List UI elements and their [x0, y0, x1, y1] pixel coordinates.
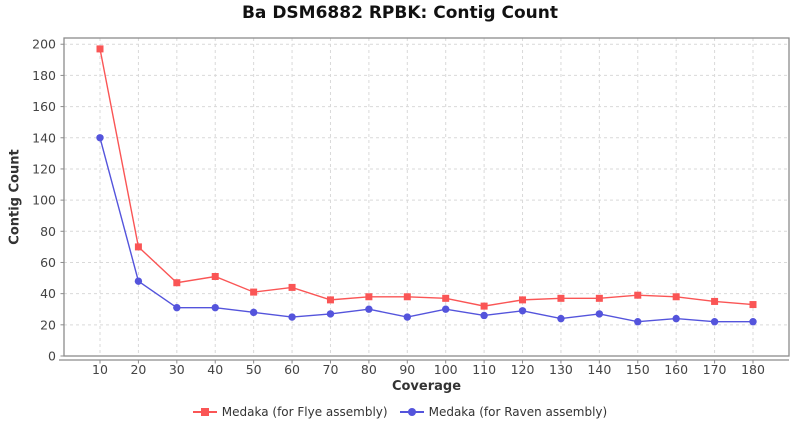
legend: Medaka (for Flye assembly) Medaka (for R…: [0, 403, 800, 421]
data-point: [96, 45, 104, 53]
data-point: [595, 294, 603, 302]
data-point: [595, 310, 604, 318]
data-point: [365, 293, 373, 301]
data-point: [634, 291, 642, 299]
x-tick-label: 70: [323, 362, 339, 377]
x-tick-label: 130: [549, 362, 573, 377]
legend-item-flye: Medaka (for Flye assembly): [192, 405, 388, 419]
data-point: [96, 134, 104, 142]
data-point: [211, 273, 219, 280]
data-point: [442, 294, 450, 302]
data-point: [749, 318, 757, 326]
data-point: [518, 307, 527, 315]
plot-border: [63, 37, 790, 357]
x-tick-label: 110: [472, 362, 496, 377]
data-point: [403, 293, 411, 301]
data-point: [211, 303, 219, 312]
data-point: [365, 305, 373, 313]
y-tick-label: 200: [32, 37, 56, 52]
y-axis-label: Contig Count: [7, 149, 23, 245]
data-point: [403, 313, 411, 321]
legend-swatch-flye: [192, 406, 217, 418]
square-marker-icon: [200, 408, 209, 416]
data-point: [326, 310, 335, 318]
x-tick-label: 90: [399, 362, 415, 377]
data-point: [249, 308, 258, 317]
x-tick-label: 100: [434, 362, 458, 377]
y-tick-label: 180: [32, 68, 56, 83]
data-point: [288, 313, 296, 321]
data-point: [519, 296, 527, 304]
series-line: [99, 137, 753, 323]
data-point: [442, 305, 450, 313]
x-axis-label: Coverage: [391, 379, 462, 394]
data-point: [288, 283, 296, 291]
data-point: [749, 301, 757, 309]
data-point: [173, 303, 181, 312]
legend-item-raven: Medaka (for Raven assembly): [399, 405, 608, 419]
y-tick-label: 120: [32, 161, 56, 176]
data-point: [326, 296, 334, 304]
x-tick-label: 30: [169, 362, 185, 377]
x-tick-label: 40: [207, 362, 223, 377]
y-tick-label: 140: [32, 130, 56, 145]
data-point: [557, 294, 565, 302]
y-tick-label: 40: [40, 286, 56, 301]
x-tick-label: 60: [284, 362, 300, 377]
x-tick-label: 20: [130, 362, 146, 377]
y-tick-label: 60: [40, 255, 56, 270]
data-point: [672, 293, 680, 301]
series-line: [99, 48, 754, 307]
data-point: [173, 279, 181, 287]
data-point: [710, 318, 719, 326]
x-tick-label: 150: [626, 362, 650, 377]
x-tick-label: 170: [703, 362, 727, 377]
x-tick-label: 10: [92, 362, 108, 377]
legend-label-flye: Medaka (for Flye assembly): [221, 405, 388, 419]
x-tick-label: 160: [664, 362, 688, 377]
data-point: [557, 314, 565, 323]
y-tick-label: 0: [48, 349, 56, 364]
data-point: [634, 318, 642, 326]
data-point: [250, 288, 258, 296]
data-point: [672, 314, 680, 323]
data-point: [134, 243, 142, 251]
circle-marker-icon: [407, 408, 416, 416]
data-point: [711, 297, 719, 305]
y-tick-label: 20: [40, 317, 56, 332]
y-tick-label: 160: [32, 99, 56, 114]
x-tick-label: 180: [741, 362, 765, 377]
chart-title: Ba DSM6882 RPBK: Contig Count: [241, 3, 559, 23]
legend-swatch-raven: [399, 406, 424, 418]
data-point: [480, 302, 488, 310]
y-tick-label: 100: [32, 193, 56, 208]
x-tick-label: 140: [587, 362, 611, 377]
y-tick-label: 80: [40, 224, 56, 239]
data-point: [134, 277, 143, 285]
legend-label-raven: Medaka (for Raven assembly): [428, 405, 608, 419]
x-tick-label: 50: [246, 362, 262, 377]
data-point: [480, 311, 488, 320]
x-tick-label: 120: [511, 362, 535, 377]
x-tick-label: 80: [361, 362, 377, 377]
